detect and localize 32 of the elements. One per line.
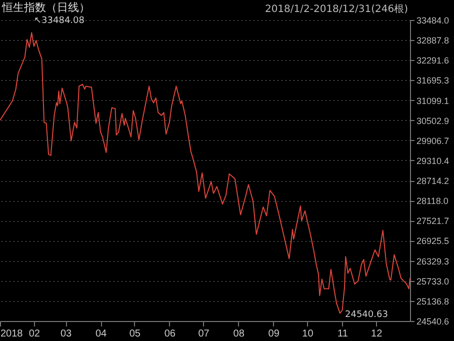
y-tick-label: 32291.6 (416, 56, 450, 66)
annotation: 24540.63 (345, 310, 388, 320)
x-tick-label: 2018 (0, 328, 24, 340)
x-tick-label: 10 (302, 328, 314, 340)
x-tick-label: 07 (198, 328, 210, 340)
chart-subtitle: 2018/1/2-2018/12/31(246根) (264, 3, 408, 15)
y-tick-label: 31695.3 (416, 76, 450, 86)
y-tick-label: 27521.7 (416, 216, 450, 226)
y-tick-label: 33484.0 (416, 16, 450, 26)
y-tick-label: 25733.0 (416, 276, 450, 286)
y-tick-label: 24540.6 (416, 316, 450, 326)
y-tick-label: 26925.5 (416, 236, 450, 246)
x-tick-label: 04 (95, 328, 108, 340)
y-tick-label: 32887.8 (416, 36, 450, 46)
y-tick-label: 30502.9 (416, 116, 450, 126)
x-tick-label: 09 (268, 328, 280, 340)
annotation: ↖33484.08 (34, 16, 85, 26)
y-tick-label: 26329.3 (416, 256, 450, 266)
x-tick-label: 12 (371, 328, 383, 340)
x-tick-label: 11 (338, 328, 348, 340)
x-tick-label: 08 (233, 328, 245, 340)
x-tick-label: 06 (164, 328, 176, 340)
x-tick-label: 03 (60, 328, 72, 340)
y-tick-label: 29906.7 (416, 136, 450, 146)
y-tick-label: 28714.2 (416, 176, 450, 186)
y-tick-label: 28118.0 (416, 196, 448, 206)
chart-title: 恒生指数（日线） (1, 1, 90, 14)
y-tick-label: 29310.4 (416, 156, 450, 166)
x-tick-label: 05 (129, 328, 141, 340)
x-tick-label: 02 (28, 328, 40, 340)
y-tick-label: 25136.8 (416, 296, 450, 306)
y-tick-label: 31099.1 (416, 96, 450, 106)
